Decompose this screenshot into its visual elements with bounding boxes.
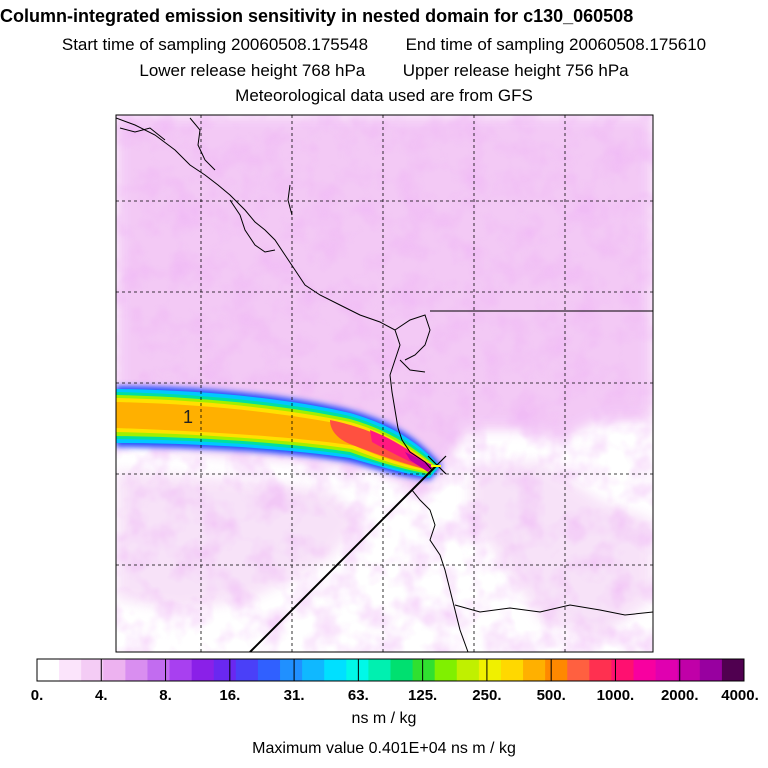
release-point-marker	[427, 455, 447, 475]
colorbar-swatch	[257, 659, 281, 681]
colorbar-label: 0.	[30, 687, 44, 704]
colorbar-label: 500.	[536, 687, 566, 704]
upper-height-value: 756 hPa	[565, 61, 629, 80]
colorbar-label: 1000.	[596, 687, 635, 704]
colorbar-label: 4.	[95, 687, 108, 704]
flight-track	[249, 465, 437, 652]
colorbar-label: 125.	[408, 687, 438, 704]
colorbar-swatch	[213, 659, 237, 681]
colorbar-swatch	[478, 659, 502, 681]
colorbar	[36, 658, 745, 682]
release-heights: Lower release height 768 hPa Upper relea…	[0, 61, 768, 81]
colorbar-label: 8.	[159, 687, 172, 704]
coastline	[116, 117, 653, 652]
colorbar-swatch	[147, 659, 171, 681]
colorbar-label: 63.	[347, 687, 369, 704]
map-field	[116, 115, 653, 652]
lower-height-label: Lower release height	[139, 61, 298, 80]
upper-height-label: Upper release height	[402, 61, 561, 80]
start-time-label: Start time of sampling	[61, 35, 227, 54]
map-frame	[115, 114, 654, 653]
colorbar-swatch	[721, 659, 745, 681]
colorbar-swatch	[655, 659, 679, 681]
colorbar-swatch	[191, 659, 215, 681]
colorbar-swatch	[103, 659, 126, 681]
colorbar-swatch	[677, 659, 701, 681]
colorbar-swatch	[169, 659, 193, 681]
colorbar-swatch	[59, 659, 82, 681]
colorbar-swatch	[633, 659, 657, 681]
colorbar-label: 250.	[472, 687, 502, 704]
colorbar-label: 4000.	[721, 687, 759, 704]
lower-height-value: 768 hPa	[301, 61, 366, 80]
colorbar-label: 16.	[219, 687, 241, 704]
plume-time-label: 1	[183, 407, 193, 427]
colorbar-swatch	[81, 659, 104, 681]
end-time-label: End time of sampling	[405, 35, 565, 54]
colorbar-swatch	[567, 659, 590, 681]
sampling-times: Start time of sampling 20060508.175548 E…	[0, 35, 768, 55]
colorbar-swatch	[390, 659, 414, 681]
colorbar-swatch	[611, 659, 635, 681]
colorbar-swatch	[368, 659, 391, 681]
colorbar-swatch	[37, 659, 60, 681]
max-label: Maximum value	[252, 740, 365, 757]
maximum-value: Maximum value 0.401E+04 ns m / kg	[0, 740, 768, 758]
colorbar-frame	[36, 658, 745, 682]
colorbar-units: ns m / kg	[351, 710, 417, 727]
colorbar-label: 31.	[283, 687, 305, 704]
colorbar-swatch	[125, 659, 148, 681]
start-time-value: 20060508.175548	[231, 35, 369, 54]
colorbar-swatch	[412, 659, 436, 681]
met-data-note: Meteorological data used are from GFS	[235, 86, 533, 105]
colorbar-swatch	[302, 659, 325, 681]
colorbar-swatch	[280, 659, 303, 681]
colorbar-swatch	[456, 659, 480, 681]
colorbar-swatch	[324, 659, 347, 681]
colorbar-swatch	[699, 659, 723, 681]
colorbar-swatch	[589, 659, 612, 681]
emission-plume	[116, 386, 442, 480]
plot-title: Column-integrated emission sensitivity i…	[0, 6, 634, 26]
colorbar-swatch	[523, 659, 546, 681]
max-value: 0.401E+04 ns m / kg	[368, 740, 516, 757]
end-time-value: 20060508.175610	[569, 35, 707, 54]
colorbar-swatch	[434, 659, 458, 681]
colorbar-swatch	[545, 659, 568, 681]
colorbar-label: 2000.	[660, 687, 699, 704]
colorbar-swatch	[346, 659, 369, 681]
colorbar-swatch	[500, 659, 524, 681]
colorbar-swatch	[235, 659, 259, 681]
